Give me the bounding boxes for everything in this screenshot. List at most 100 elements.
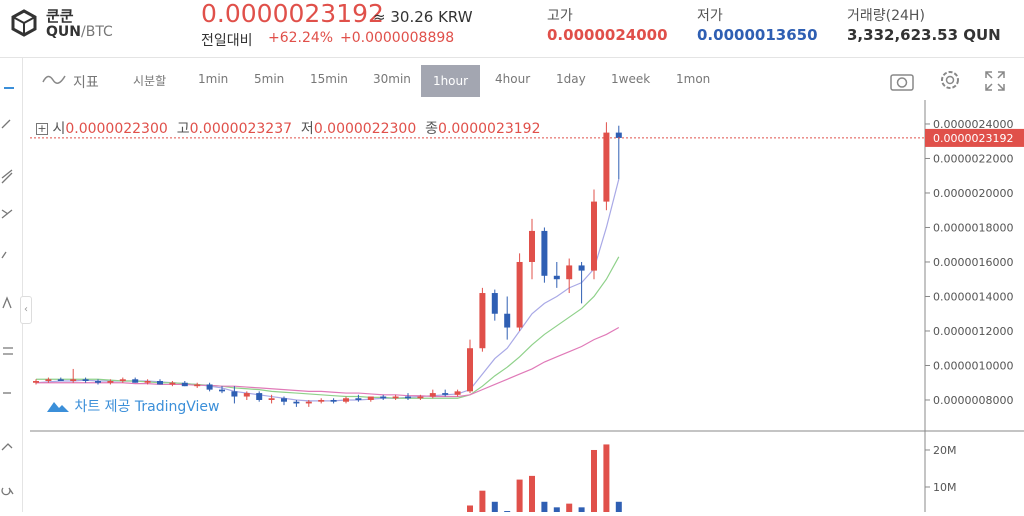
candle-body [82,379,89,382]
pair: /BTC [81,24,113,40]
volume-bar [479,490,486,512]
chart: 0.0000008000 0.0000010000 0.0000012000 0.00… [30,100,1024,512]
volume-bar [591,449,597,512]
y-tick-label: 0.0000008000 [933,394,1013,407]
open-label: 시 [52,121,66,137]
candle-body [541,230,548,276]
moving-average [35,179,620,402]
candle-body [132,379,139,383]
interval-button[interactable]: 5min [254,72,285,86]
interval-button[interactable]: 1week [611,72,651,86]
low-label: 저 [300,121,314,137]
krw: ≈ 30.26 KRW [373,8,473,26]
candle-body [33,381,39,383]
interval-button[interactable]: 1mon [676,72,711,86]
candle-body [553,275,560,280]
volume-bar [467,505,473,512]
candle-body [57,379,64,382]
candle-body [516,261,523,328]
candle-body [318,399,325,402]
candle-body [219,389,225,392]
settings-icon[interactable] [938,68,962,92]
candle-body [429,393,436,397]
candle-body [169,382,176,385]
candle-body [305,401,312,404]
last-price-box [925,128,1024,147]
low-label: 저가 [697,8,723,24]
indicator-icon [42,75,66,84]
volume-bar [516,479,523,512]
candle-body [405,396,411,399]
high-value: 0.0000024000 [547,26,668,44]
ohlc-legend: + 시0.0000022300 고0.0000023237 저0.0000022… [36,118,540,138]
y-tick-label: 0.0000024000 [933,118,1013,131]
y-tick-label: 0.0000020000 [933,187,1013,200]
low-value: 0.0000013650 [697,26,818,44]
candle-body [268,398,275,400]
volume-bar [529,475,535,512]
volume-label: 거래량(24H) [847,8,925,24]
candle-body [491,293,498,314]
watermark: 차트 제공 TradingView [46,396,219,416]
change-label: 전일대비 [201,33,253,49]
candle-body [591,201,597,271]
coin-name: 쿤쿤 [46,7,74,25]
volume-bar [578,507,585,512]
symbol-text: QUN [46,24,81,40]
candle-body [144,381,151,383]
moving-average [36,327,620,398]
volume-bar [491,501,498,512]
candle-body [380,396,387,399]
candle-body [194,384,201,387]
candle-body [343,398,349,402]
candle-body [529,230,535,262]
y-tick-label: 0.0000014000 [933,290,1013,303]
candle-body [442,393,449,395]
change-pct: +62.24% [268,30,334,46]
sidebar-toggle[interactable]: ‹ [20,296,32,324]
interval-button[interactable]: 30min [373,72,411,86]
candle-body [392,396,399,399]
candle-body [479,293,486,349]
y-tick-label: 0.0000022000 [933,152,1013,165]
interval-button[interactable]: 1min [198,72,229,86]
indicator-button[interactable]: 지표 [73,75,99,91]
candle-body [467,348,473,392]
volume-tick-label: 10M [933,481,957,494]
volume-bar [553,507,560,512]
candle-body [504,313,511,328]
logo [11,9,37,37]
candle-body [119,379,126,382]
legend-toggle[interactable]: + [36,122,48,135]
candle-body [181,382,188,387]
volume-tick-label: 20M [933,444,957,457]
candle-body [206,384,213,390]
close-label: 종 [425,121,439,137]
candle-body [256,393,263,400]
high-label: 고가 [547,8,573,24]
moving-average [36,256,620,399]
high-label: 고 [176,121,190,137]
volume-bar [566,503,573,512]
candle-body [367,396,374,400]
price: 0.0000023192 [201,0,384,28]
interval-button[interactable]: 4hour [495,72,531,86]
y-tick-label: 0.0000018000 [933,221,1013,234]
candle-body [95,381,101,383]
interval-button[interactable]: 1day [556,72,586,86]
candle-body [231,391,238,397]
volume-bar [603,444,610,512]
volume-bar [615,501,622,512]
candle-body [293,401,300,404]
y-tick-label: 0.0000012000 [933,325,1013,338]
candle-body [417,396,424,399]
interval-button[interactable]: 시분할 [133,74,167,88]
camera-icon[interactable] [889,70,915,92]
volume-bar [541,501,548,512]
candle-body [107,381,114,383]
y-tick-label: 0.0000010000 [933,359,1013,372]
interval-button[interactable]: 1hour [421,65,480,97]
fullscreen-icon[interactable] [984,70,1006,92]
interval-button[interactable]: 15min [310,72,348,86]
candle-body [281,398,287,402]
